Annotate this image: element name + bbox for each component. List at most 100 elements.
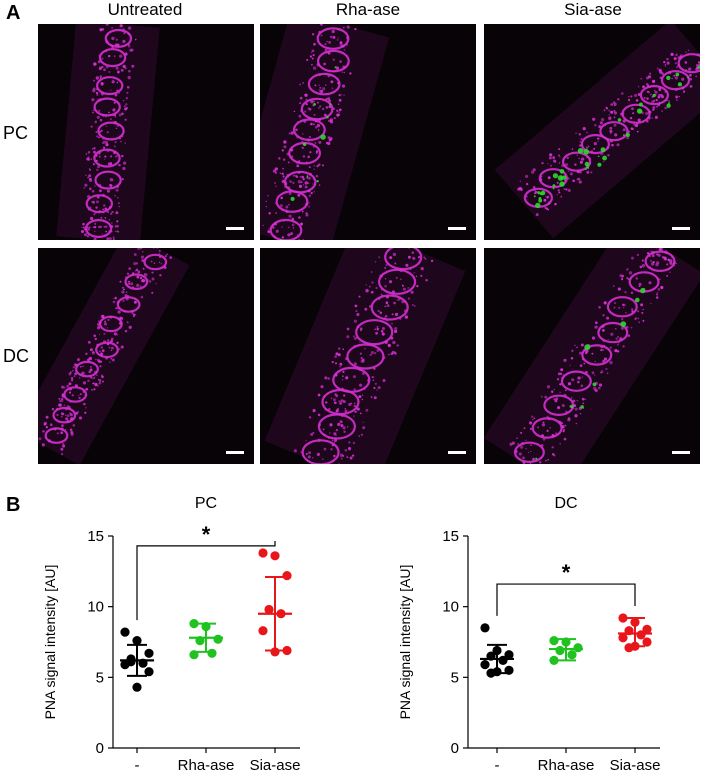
stain-speck	[648, 255, 651, 257]
column-label-rha-ase: Rha-ase	[335, 0, 401, 19]
stain-speck	[109, 155, 113, 158]
stain-speck	[361, 394, 364, 396]
stain-speck	[577, 380, 580, 384]
stain-speck	[612, 101, 616, 105]
column-label-sia-ase: Sia-ase	[564, 0, 622, 19]
stain-speck	[104, 158, 106, 160]
stain-speck	[684, 61, 688, 64]
stain-speck	[652, 108, 655, 111]
stain-speck	[578, 133, 581, 136]
stain-speck	[593, 374, 596, 376]
stain-speck	[603, 301, 607, 305]
stain-speck	[532, 168, 536, 172]
stain-speck	[106, 33, 109, 36]
stain-speck	[103, 225, 106, 228]
stain-speck	[166, 253, 168, 256]
stain-speck	[288, 204, 290, 206]
stain-speck	[285, 210, 289, 214]
stain-speck	[359, 341, 361, 343]
y-tick-label: 10	[442, 599, 459, 616]
stain-speck	[106, 210, 110, 214]
stain-speck	[597, 137, 600, 140]
stain-speck	[373, 367, 376, 370]
stain-speck	[549, 427, 551, 429]
stain-speck	[131, 64, 135, 68]
stain-speck	[327, 436, 330, 439]
significance-star: *	[202, 522, 211, 547]
micrograph-pc-sia-ase	[484, 24, 700, 240]
crypt	[355, 319, 394, 346]
stain-speck	[385, 301, 389, 304]
stain-speck	[92, 382, 94, 385]
stain-speck	[610, 132, 612, 135]
stain-speck	[599, 121, 603, 125]
stain-speck	[103, 322, 108, 326]
stain-speck	[114, 141, 117, 144]
stain-speck	[114, 194, 116, 197]
stain-speck	[273, 235, 277, 239]
stain-speck	[66, 414, 70, 418]
stain-speck	[91, 201, 93, 203]
stain-speck	[368, 305, 372, 308]
stain-speck	[359, 352, 362, 355]
pna-signal	[640, 287, 646, 294]
column-label-untreated: Untreated	[107, 0, 183, 19]
pna-signal	[290, 196, 295, 201]
stain-speck	[619, 337, 623, 341]
stain-speck	[564, 179, 566, 182]
stain-speck	[128, 267, 132, 270]
stain-speck	[325, 73, 328, 76]
stain-speck	[397, 297, 401, 301]
stain-speck	[602, 339, 606, 342]
stain-speck	[621, 318, 624, 321]
pna-signal	[306, 175, 309, 178]
stain-speck	[610, 332, 614, 336]
stain-speck	[98, 152, 101, 155]
stain-speck	[382, 356, 386, 360]
stain-speck	[141, 279, 146, 283]
stain-speck	[311, 49, 315, 53]
stain-speck	[90, 377, 93, 380]
stain-speck	[318, 184, 321, 186]
stain-speck	[390, 336, 394, 340]
stain-speck	[620, 112, 624, 116]
stain-speck	[281, 179, 285, 184]
stain-speck	[122, 99, 125, 102]
stain-speck	[320, 89, 324, 93]
stain-speck	[145, 278, 149, 282]
stain-speck	[371, 281, 374, 284]
stain-speck	[116, 81, 119, 84]
stain-speck	[586, 170, 590, 174]
stain-speck	[318, 30, 321, 34]
stain-speck	[281, 209, 284, 211]
stain-speck	[102, 211, 105, 214]
stain-speck	[125, 297, 129, 301]
stain-speck	[91, 190, 95, 193]
stain-speck	[111, 346, 114, 350]
stain-speck	[93, 388, 96, 391]
stain-speck	[654, 115, 658, 119]
stain-speck	[93, 377, 95, 380]
stain-speck	[313, 113, 316, 116]
stain-speck	[630, 95, 633, 98]
crypt	[104, 28, 133, 48]
stain-speck	[532, 457, 536, 461]
stain-speck	[323, 395, 326, 398]
stain-speck	[283, 219, 285, 222]
stain-speck	[640, 303, 644, 307]
stain-speck	[562, 159, 565, 162]
stain-speck	[329, 35, 333, 39]
stain-speck	[405, 263, 409, 267]
stain-speck	[105, 143, 109, 147]
stain-speck	[320, 24, 323, 26]
stain-speck	[61, 393, 65, 397]
stain-speck	[93, 150, 96, 154]
panel-a-letter: A	[6, 2, 21, 24]
stain-speck	[525, 174, 529, 178]
stain-speck	[396, 344, 399, 347]
stain-speck	[88, 356, 92, 361]
stain-speck	[373, 386, 376, 390]
stain-speck	[82, 390, 86, 393]
stain-speck	[372, 379, 375, 382]
stain-speck	[609, 360, 613, 365]
